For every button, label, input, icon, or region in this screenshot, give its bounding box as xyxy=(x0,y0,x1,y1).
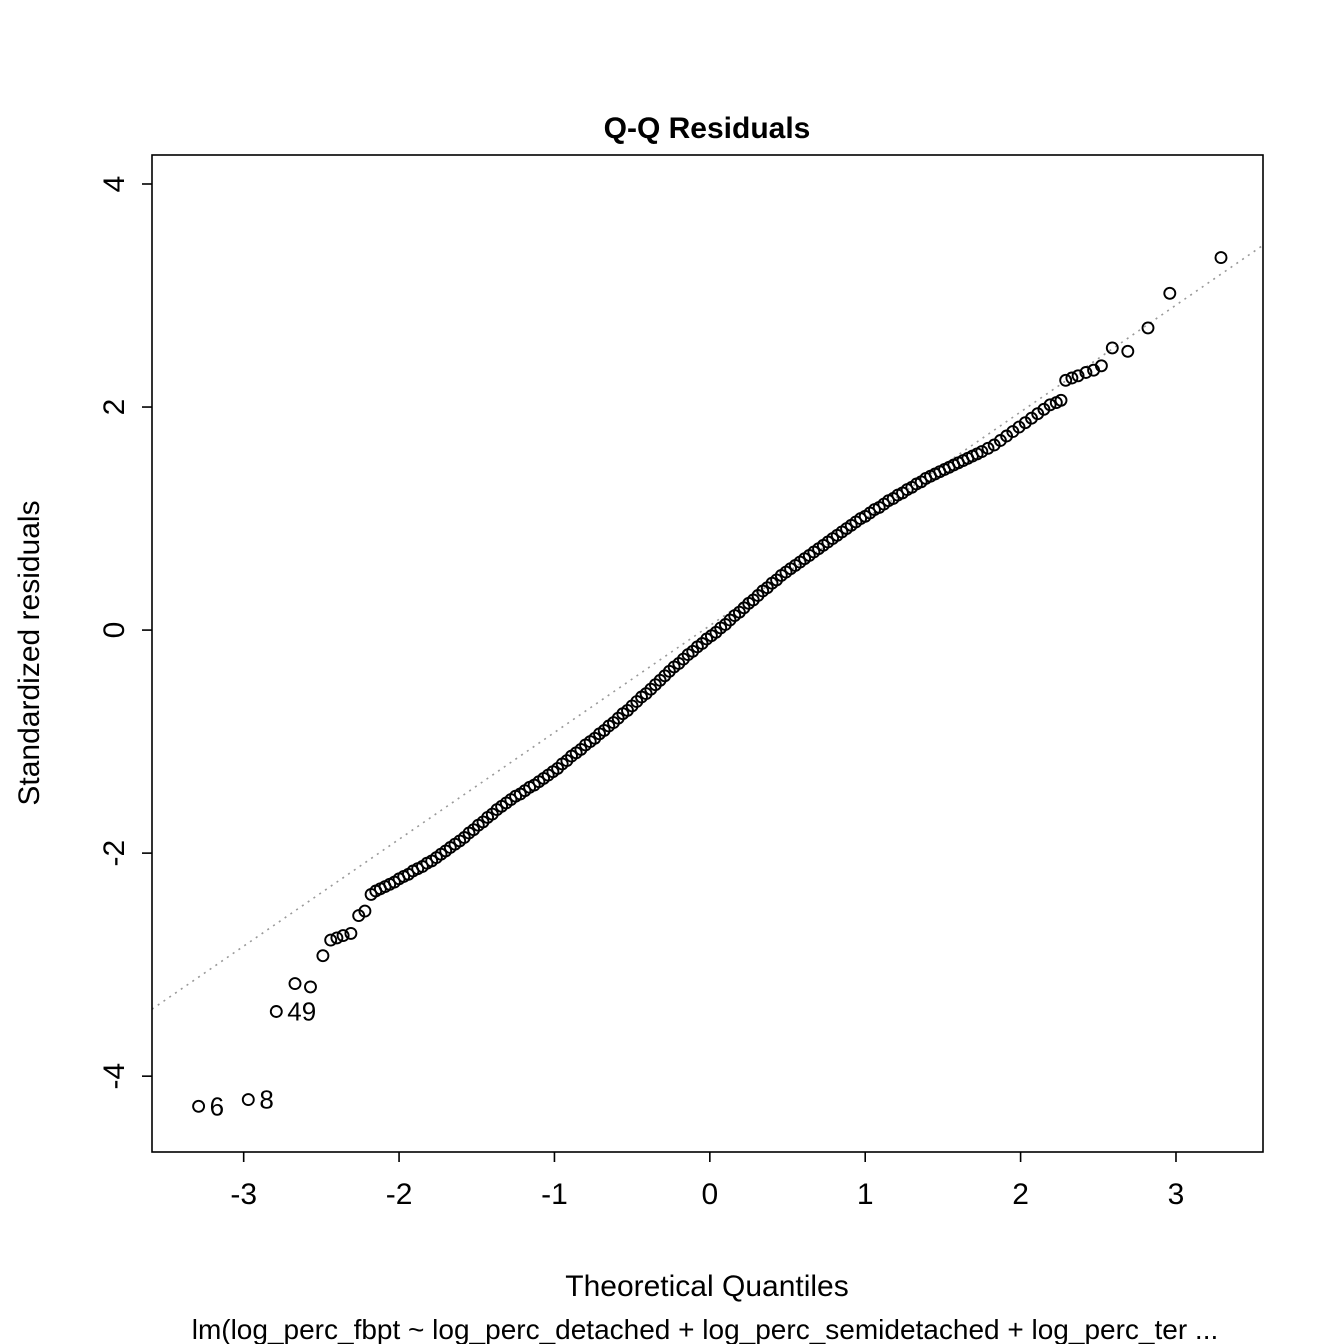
y-tick-label: 0 xyxy=(98,622,131,639)
plot-box xyxy=(151,154,1264,1153)
data-point xyxy=(1059,373,1073,387)
data-point xyxy=(324,933,338,947)
data-point xyxy=(241,1093,255,1107)
data-point xyxy=(1071,369,1085,383)
reference-line xyxy=(151,244,1264,1010)
data-point xyxy=(316,949,330,963)
x-tick-label: 2 xyxy=(1012,1178,1029,1211)
y-tick-label: -2 xyxy=(98,840,131,867)
data-point xyxy=(269,1005,283,1018)
y-axis-label: Standardized residuals xyxy=(13,500,46,806)
data-point xyxy=(1094,359,1108,373)
data-point xyxy=(192,1099,206,1113)
data-point xyxy=(1043,398,1057,412)
data-point xyxy=(1163,286,1177,300)
data-point xyxy=(304,980,317,994)
x-tick-label: -3 xyxy=(230,1178,257,1211)
data-point xyxy=(336,929,350,943)
outlier-label: 8 xyxy=(259,1085,273,1115)
data-point xyxy=(1079,366,1093,379)
data-point xyxy=(1054,393,1068,407)
y-tick-label: 4 xyxy=(98,176,131,193)
outlier-label: 49 xyxy=(287,996,316,1026)
x-tick-label: -2 xyxy=(386,1178,413,1211)
data-point xyxy=(1121,344,1135,358)
data-point xyxy=(330,931,344,945)
x-tick-label: 0 xyxy=(701,1178,718,1211)
data-point xyxy=(288,977,302,991)
y-tick-label: -4 xyxy=(98,1063,131,1090)
x-tick-label: 3 xyxy=(1168,1178,1185,1211)
data-point xyxy=(1065,371,1079,385)
chart-title: Q-Q Residuals xyxy=(603,112,811,145)
data-point xyxy=(344,926,358,940)
x-tick-label: 1 xyxy=(857,1178,874,1211)
x-axis-label: Theoretical Quantiles xyxy=(565,1270,849,1303)
x-tick-label: -1 xyxy=(541,1178,568,1211)
data-point xyxy=(1141,321,1155,335)
model-formula-caption: lm(log_perc_fbpt ~ log_perc_detached + l… xyxy=(191,1314,1219,1344)
data-point xyxy=(1214,251,1228,265)
data-point xyxy=(975,445,989,459)
data-point xyxy=(358,904,372,918)
outlier-label: 6 xyxy=(210,1091,224,1121)
data-point xyxy=(1105,341,1119,355)
data-point xyxy=(981,441,995,455)
y-tick-label: 2 xyxy=(98,399,131,416)
